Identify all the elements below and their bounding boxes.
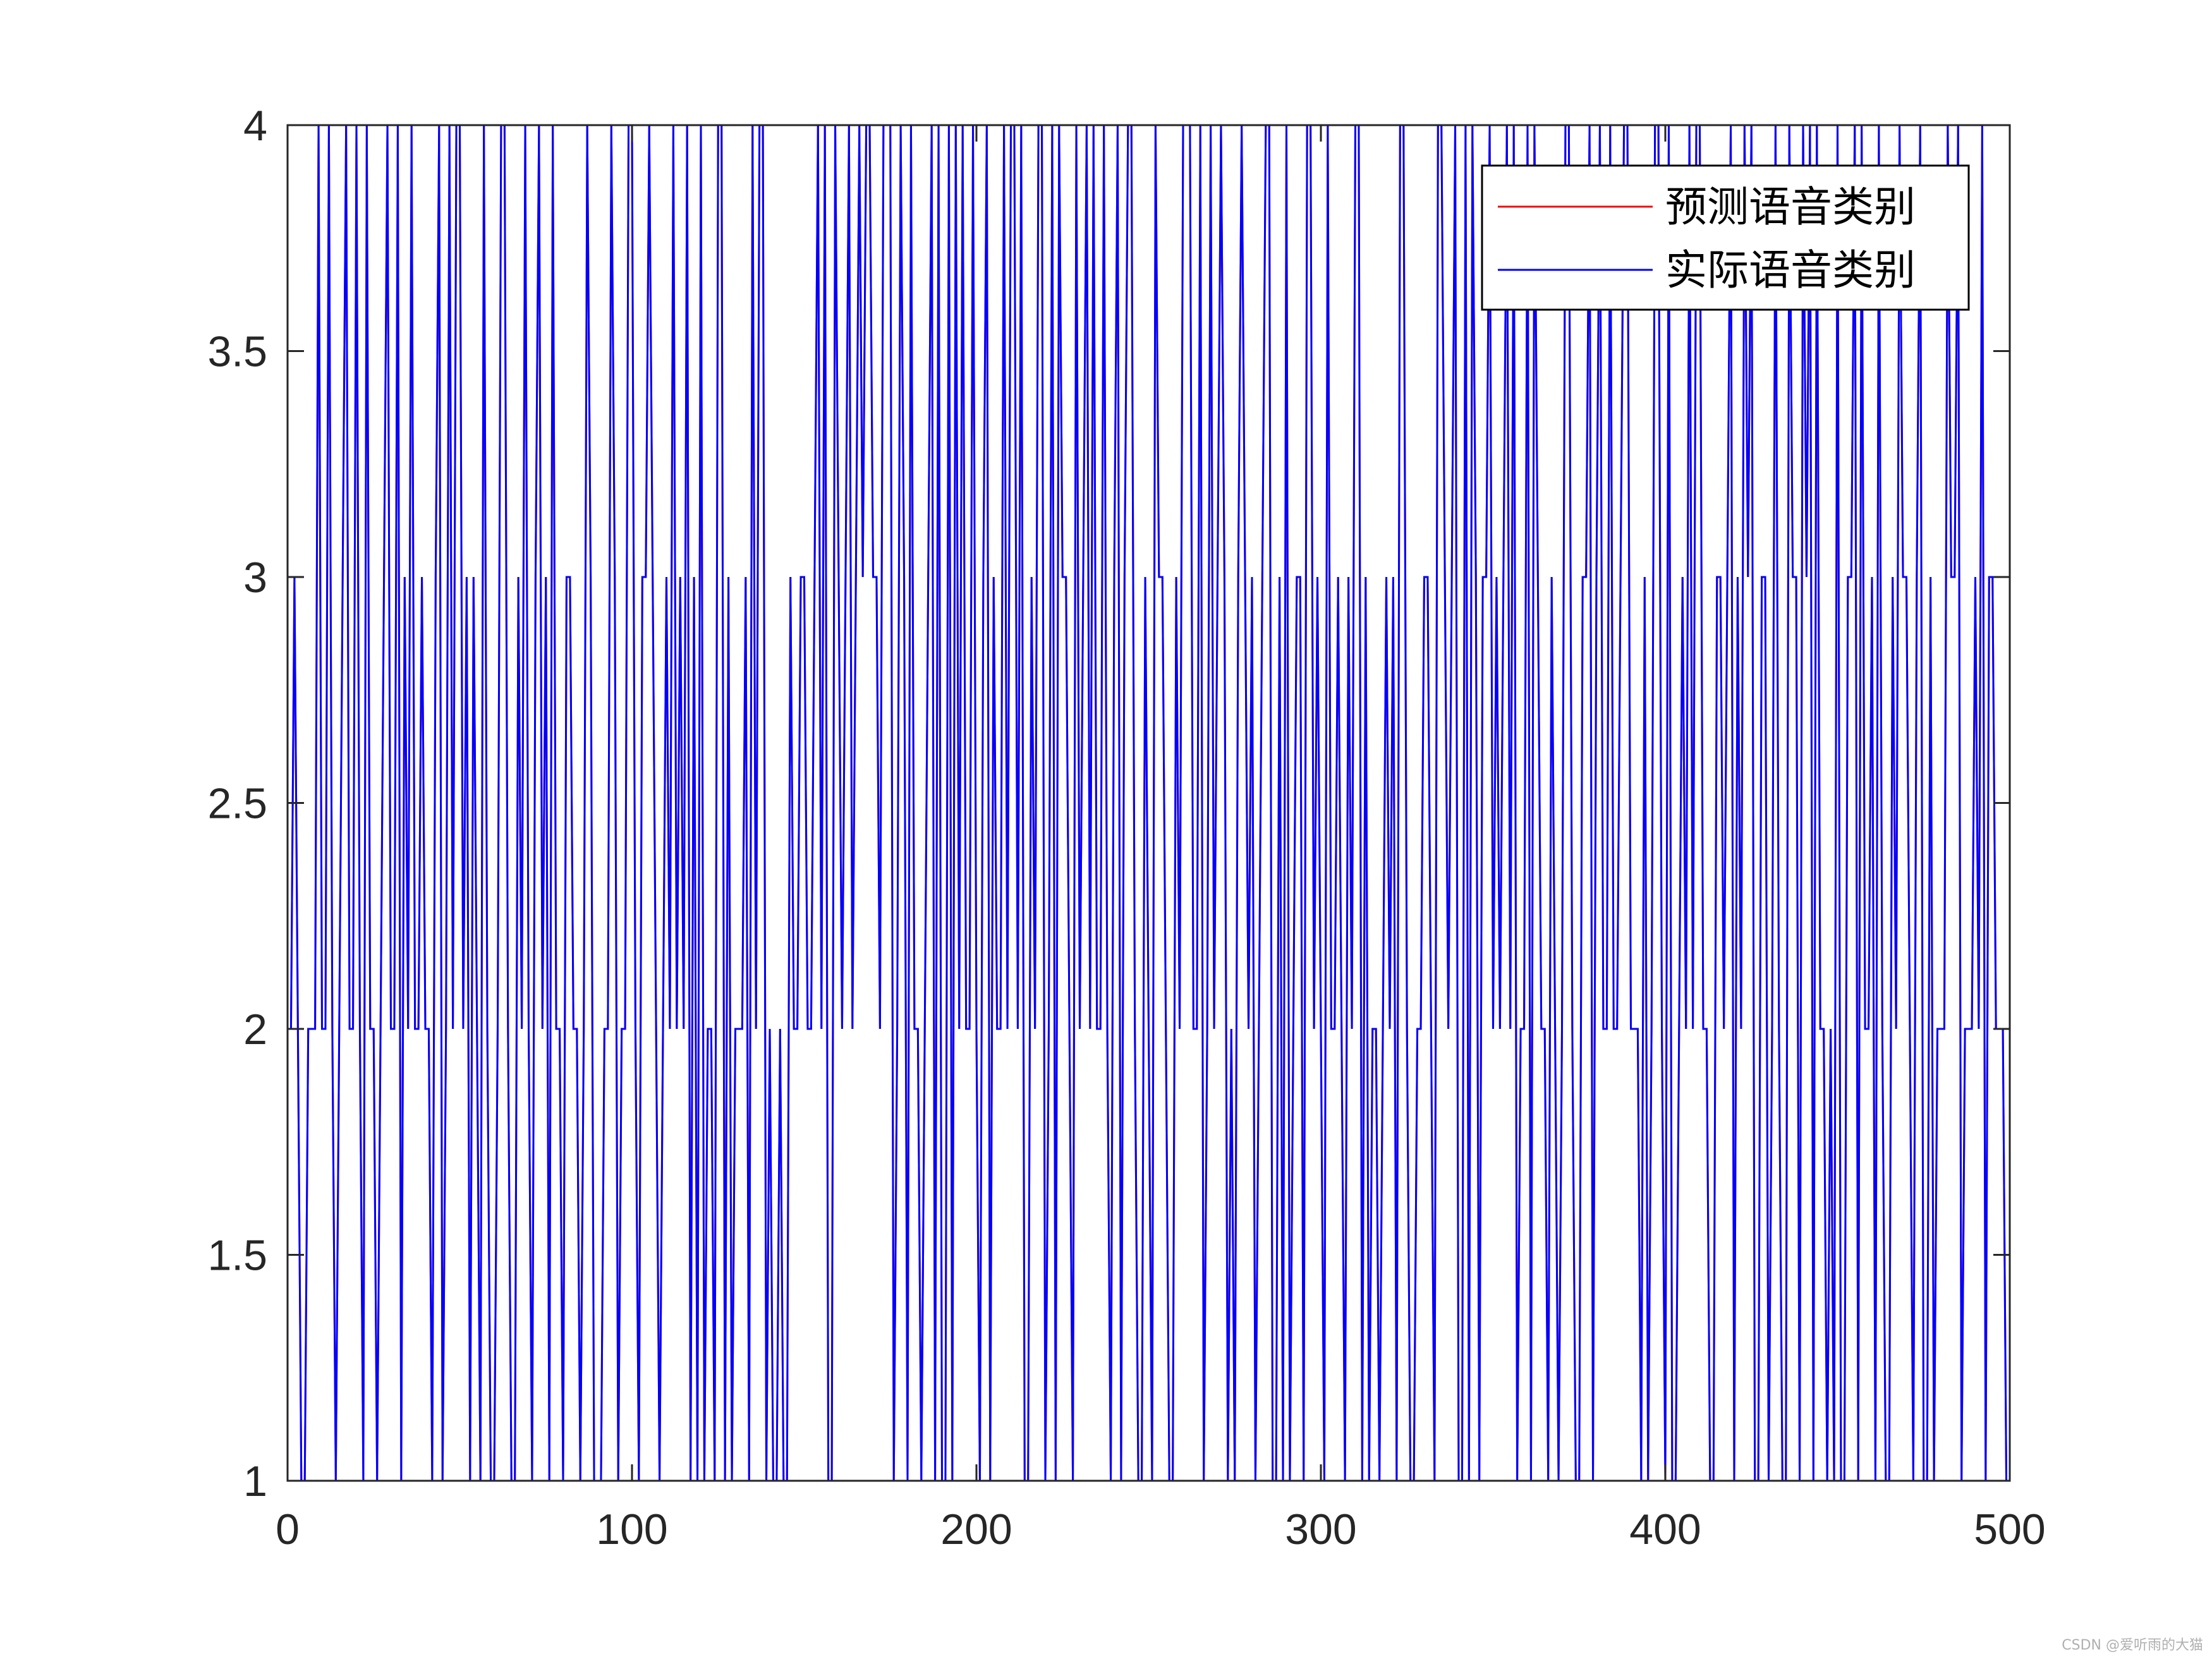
watermark: CSDN @爱听雨的大猫 [2062,1638,2203,1653]
series-layer [289,124,2008,1482]
y-tick-label: 1.5 [207,1232,267,1280]
x-tick-label: 100 [596,1505,667,1553]
y-tick-label: 2.5 [207,780,267,828]
x-tick-label: 400 [1629,1505,1701,1553]
y-tick-label: 3.5 [207,328,267,376]
legend-label-actual: 实际语音类别 [1665,246,1916,295]
y-tick-label: 4 [243,102,267,150]
x-tick-label: 0 [276,1505,300,1553]
x-tick-label: 200 [940,1505,1012,1553]
x-tick-label: 500 [1974,1505,2045,1553]
series-line-actual [289,124,2008,1482]
x-tick-label: 300 [1285,1505,1356,1553]
y-tick-label: 2 [243,1006,267,1054]
y-tick-label: 3 [243,554,267,602]
legend-box [1481,164,1970,311]
axes-layer: 0 100 200 300 400 500 1 1.5 2 2.5 3 3.5 4 [207,102,2045,1553]
y-tick-label: 1 [243,1457,267,1505]
legend-label-predicted: 预测语音类别 [1665,183,1916,231]
